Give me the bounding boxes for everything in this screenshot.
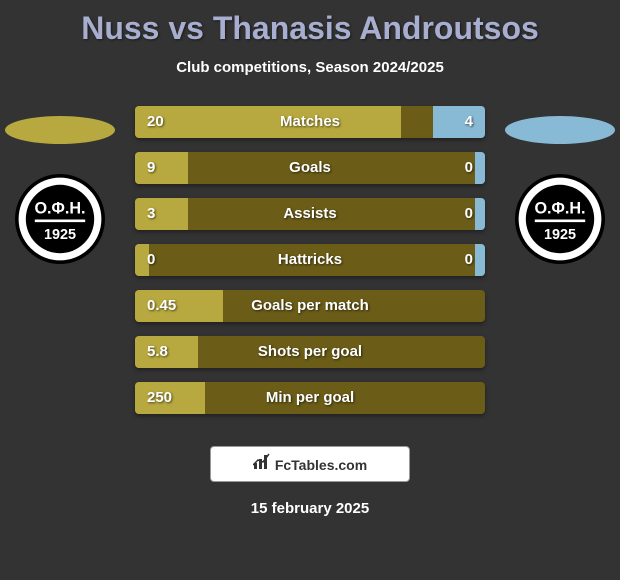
stat-row: 204Matches (135, 106, 485, 138)
footer-date: 15 february 2025 (0, 500, 620, 517)
stat-row: 0.45Goals per match (135, 290, 485, 322)
comparison-content: O.Φ.H. 1925 O.Φ.H. 1925 204Matches 90Goal… (0, 96, 620, 426)
player2-column: O.Φ.H. 1925 (500, 96, 620, 264)
stat-row: 5.8Shots per goal (135, 336, 485, 368)
source-badge: FcTables.com (210, 446, 410, 482)
stat-row: 00Hattricks (135, 244, 485, 276)
player2-club-badge: O.Φ.H. 1925 (515, 174, 605, 264)
stat-bars: 204Matches 90Goals 30Assists 00Hattricks 0.4… (135, 106, 485, 428)
player1-column: O.Φ.H. 1925 (0, 96, 120, 264)
stat-label: Goals per match (135, 290, 485, 322)
stat-label: Assists (135, 198, 485, 230)
stat-label: Min per goal (135, 382, 485, 414)
stat-label: Goals (135, 152, 485, 184)
svg-text:1925: 1925 (544, 227, 576, 243)
stat-label: Shots per goal (135, 336, 485, 368)
stat-row: 30Assists (135, 198, 485, 230)
svg-text:1925: 1925 (44, 227, 76, 243)
player1-ellipse (5, 116, 115, 144)
page-subtitle: Club competitions, Season 2024/2025 (0, 59, 620, 76)
chart-icon (253, 448, 271, 484)
stat-row: 90Goals (135, 152, 485, 184)
stat-label: Matches (135, 106, 485, 138)
page-title: Nuss vs Thanasis Androutsos (0, 0, 620, 47)
player1-club-badge: O.Φ.H. 1925 (15, 174, 105, 264)
svg-text:O.Φ.H.: O.Φ.H. (34, 200, 85, 218)
stat-row: 250Min per goal (135, 382, 485, 414)
source-badge-text: FcTables.com (275, 457, 367, 473)
svg-text:O.Φ.H.: O.Φ.H. (534, 200, 585, 218)
stat-label: Hattricks (135, 244, 485, 276)
player2-ellipse (505, 116, 615, 144)
